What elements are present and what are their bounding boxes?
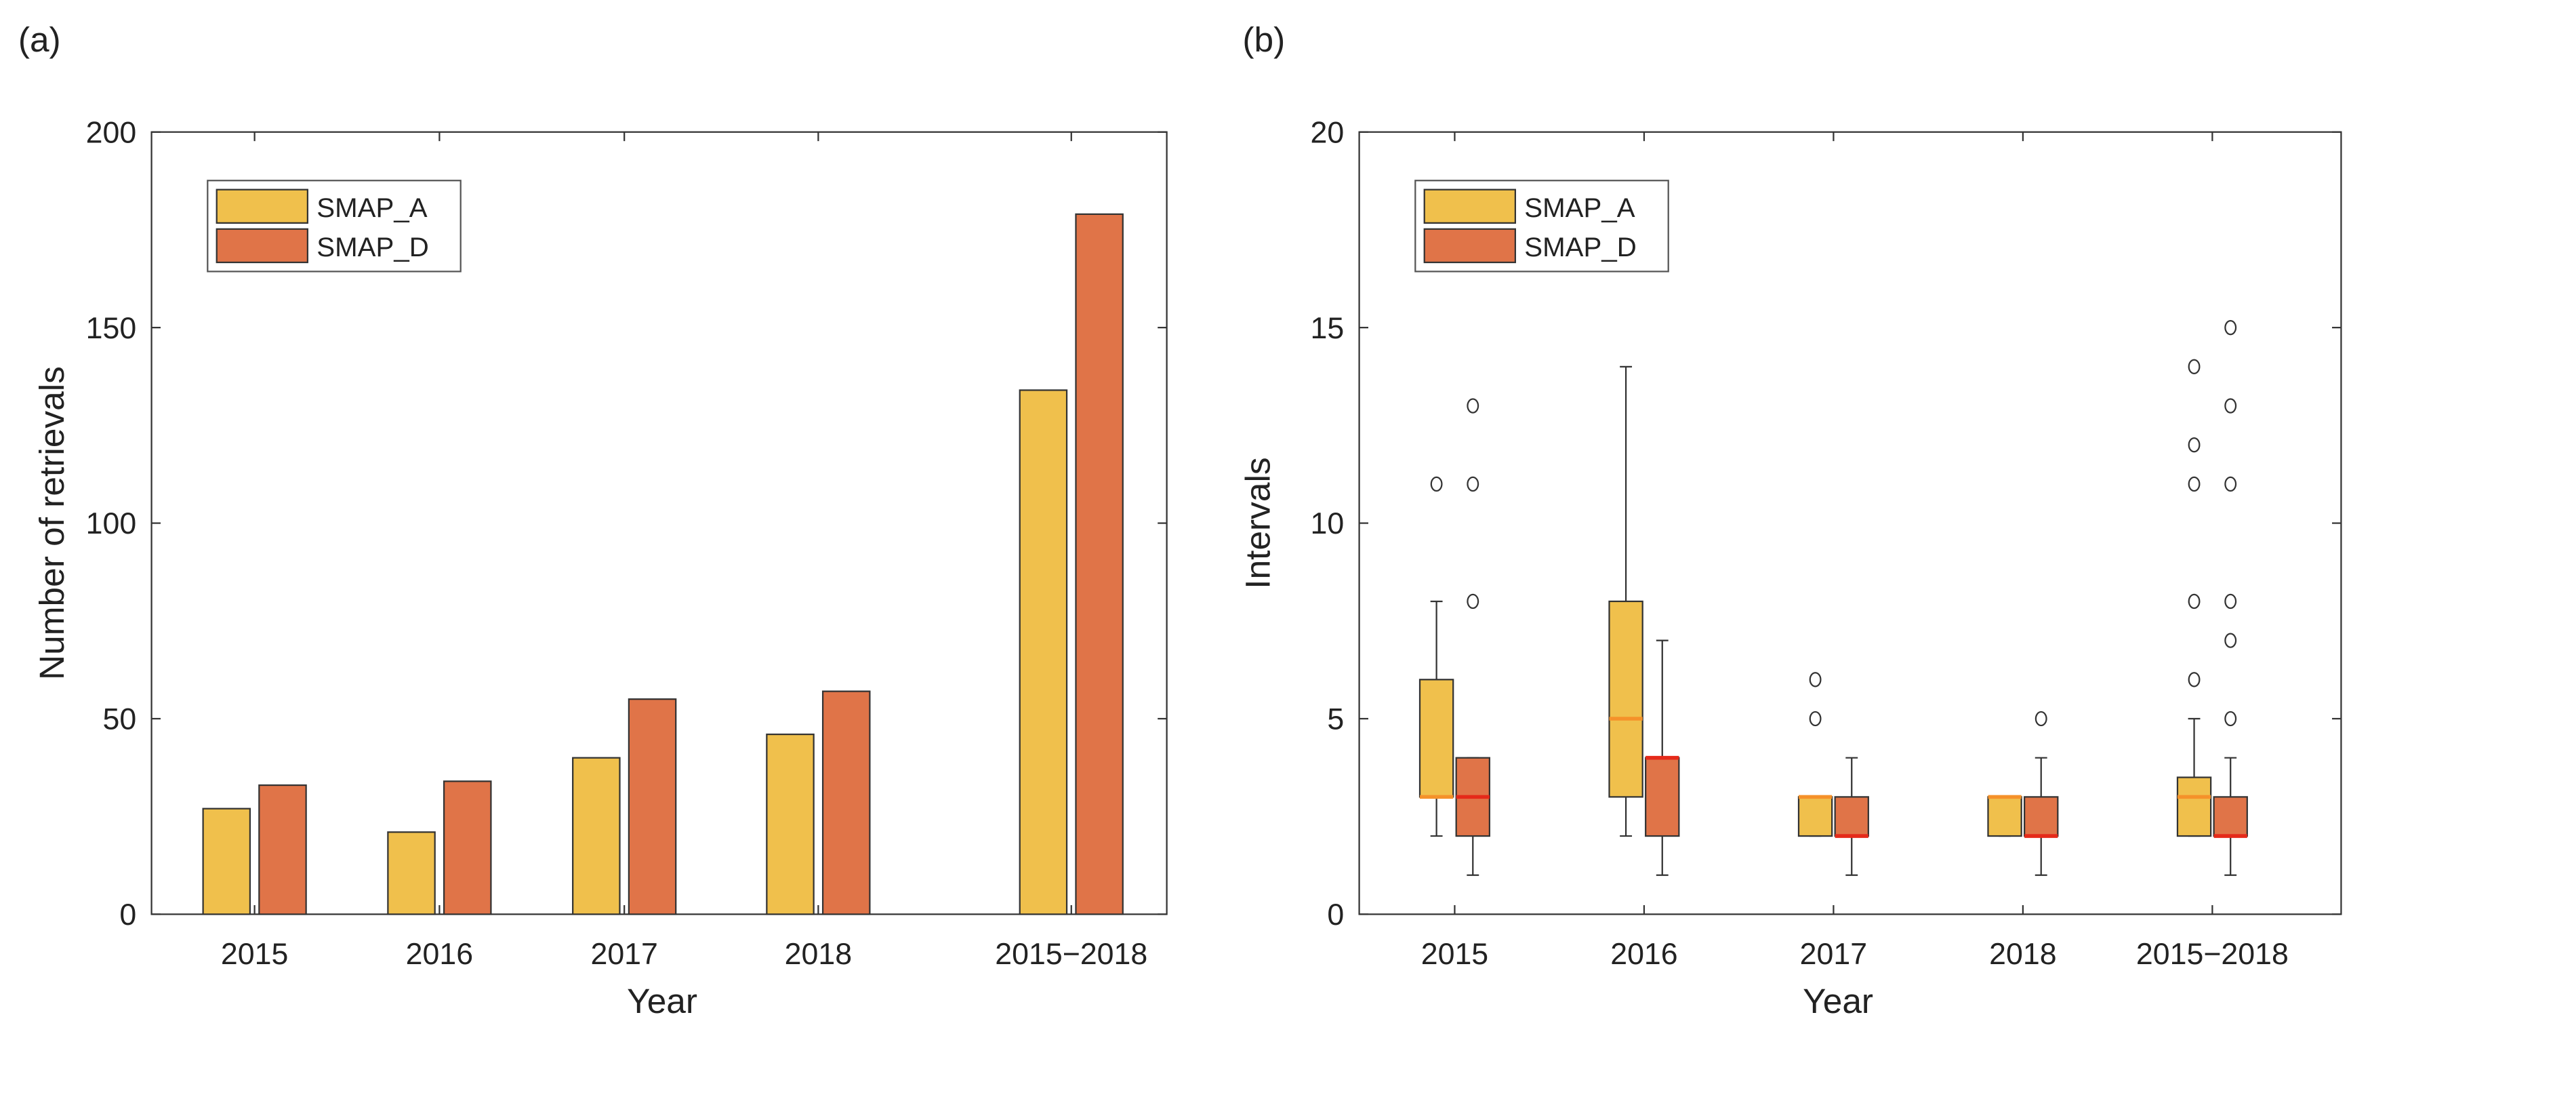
x-axis-label-a: Year: [627, 981, 697, 1020]
box-smap_a: [1608, 600, 1643, 798]
bar-smap_d: [1075, 213, 1124, 915]
x-axis-label-b: Year: [1803, 981, 1873, 1020]
bar-smap_a: [1019, 389, 1068, 915]
legend-label: SMAP_A: [316, 193, 427, 223]
outlier-point: [2035, 711, 2047, 727]
legend-swatch-smap_a: [216, 188, 309, 224]
panel-label-b: (b): [1242, 20, 1285, 59]
y-tick-label: 10: [1310, 507, 1344, 540]
outlier-point: [2224, 476, 2237, 492]
x-tick-label: 2015: [221, 938, 288, 971]
y-tick-label: 50: [102, 703, 136, 736]
y-tick-label: 5: [1327, 703, 1344, 736]
x-tick-label: 2018: [1989, 938, 2056, 971]
box-smap_a: [1987, 796, 2022, 837]
legend-swatch-smap_a: [1423, 188, 1517, 224]
legend-label: SMAP_D: [1524, 232, 1636, 262]
outlier-point: [2224, 593, 2237, 610]
outlier-point: [2188, 593, 2201, 610]
outlier-point: [2188, 672, 2201, 687]
x-tick-label: 2015−2018: [995, 938, 1147, 971]
x-tick-label: 2016: [406, 938, 473, 971]
outlier-point: [2224, 711, 2237, 727]
box-smap_d: [2213, 796, 2248, 837]
outlier-point: [1467, 476, 1479, 492]
bar-smap_a: [766, 733, 815, 915]
y-tick-label: 15: [1310, 312, 1344, 345]
x-tick-label: 2015−2018: [2136, 938, 2289, 971]
outlier-point: [1809, 672, 1822, 687]
y-tick-label: 200: [86, 116, 137, 149]
y-tick-label: 20: [1310, 116, 1344, 149]
outlier-point: [2224, 633, 2237, 648]
box-smap_d: [1834, 796, 1869, 837]
legend-label: SMAP_D: [316, 232, 428, 262]
x-tick-label: 2018: [785, 938, 852, 971]
chart-b: (b) Intervals Year 0 5 10 15 20 2015 2016 2017 2…: [1238, 20, 2342, 1020]
box-smap_d: [1645, 757, 1680, 837]
legend-label: SMAP_A: [1524, 193, 1635, 223]
bar-smap_d: [821, 690, 871, 915]
panel-label-a: (a): [18, 20, 61, 59]
y-tick-label: 150: [86, 312, 137, 345]
x-tick-label: 2015: [1421, 938, 1488, 971]
outlier-point: [1467, 593, 1479, 610]
bar-smap_d: [628, 698, 677, 915]
box-smap_d: [2024, 796, 2059, 837]
box-smap_a: [1797, 796, 1833, 837]
outlier-point: [2224, 398, 2237, 414]
outlier-point: [2188, 437, 2201, 453]
outlier-point: [2188, 476, 2201, 492]
outlier-point: [1430, 476, 1443, 492]
outlier-point: [1809, 711, 1822, 727]
box-smap_a: [1418, 679, 1454, 798]
y-tick-label: 100: [86, 507, 137, 540]
bar-smap_a: [202, 808, 251, 915]
bar-smap_a: [572, 757, 621, 915]
chart-a: (a) Number of retrievals Year 0 50 100 150 2…: [18, 20, 1168, 1020]
x-tick-label: 2017: [1800, 938, 1867, 971]
outlier-point: [2224, 319, 2237, 336]
y-axis-label-a: Number of retrievals: [32, 366, 71, 680]
bar-smap_a: [387, 831, 436, 915]
box-smap_a: [2176, 776, 2212, 837]
x-tick-label: 2016: [1610, 938, 1677, 971]
outlier-point: [1467, 398, 1479, 414]
x-tick-label: 2017: [590, 938, 657, 971]
y-tick-label: 0: [119, 898, 136, 932]
y-axis-label-b: Intervals: [1238, 457, 1277, 589]
bar-smap_d: [443, 780, 492, 915]
y-tick-label: 0: [1327, 898, 1344, 932]
outlier-point: [2188, 359, 2201, 375]
bar-smap_d: [258, 784, 307, 915]
legend-swatch-smap_d: [1423, 228, 1517, 264]
legend-swatch-smap_d: [216, 228, 309, 264]
